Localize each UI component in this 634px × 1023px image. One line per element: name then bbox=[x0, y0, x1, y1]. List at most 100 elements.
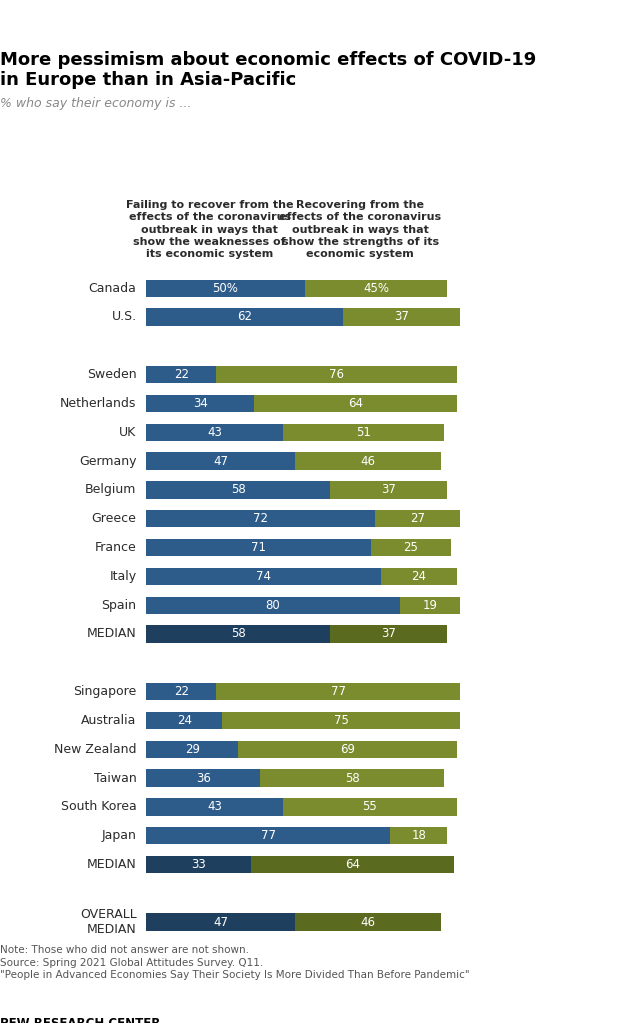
Text: 34: 34 bbox=[193, 397, 208, 410]
Text: % who say their economy is ...: % who say their economy is ... bbox=[0, 96, 191, 109]
Bar bbox=[305, 279, 448, 297]
Text: 77: 77 bbox=[261, 830, 276, 842]
Bar bbox=[295, 914, 441, 931]
Text: 24: 24 bbox=[411, 570, 427, 583]
Text: Taiwan: Taiwan bbox=[94, 771, 136, 785]
Text: 43: 43 bbox=[207, 426, 222, 439]
Bar bbox=[216, 683, 460, 701]
Bar bbox=[330, 481, 448, 498]
Text: 36: 36 bbox=[196, 771, 211, 785]
Bar bbox=[295, 452, 441, 470]
Text: Italy: Italy bbox=[110, 570, 136, 583]
Bar bbox=[146, 856, 251, 874]
Text: Canada: Canada bbox=[89, 281, 136, 295]
Text: Greece: Greece bbox=[92, 513, 136, 525]
Text: More pessimism about economic effects of COVID-19
in Europe than in Asia-Pacific: More pessimism about economic effects of… bbox=[0, 50, 536, 89]
Text: 75: 75 bbox=[334, 714, 349, 727]
Bar bbox=[146, 769, 261, 787]
Bar bbox=[146, 424, 283, 441]
Text: Failing to recover from the
effects of the coronavirus
outbreak in ways that
sho: Failing to recover from the effects of t… bbox=[126, 199, 294, 260]
Bar bbox=[146, 712, 223, 729]
Bar bbox=[146, 914, 295, 931]
Bar bbox=[391, 827, 448, 844]
Text: 29: 29 bbox=[184, 743, 200, 756]
Bar bbox=[400, 596, 460, 614]
Text: 74: 74 bbox=[256, 570, 271, 583]
Bar bbox=[146, 481, 330, 498]
Bar bbox=[254, 395, 457, 412]
Text: 46: 46 bbox=[361, 454, 376, 468]
Text: 37: 37 bbox=[382, 484, 396, 496]
Text: 62: 62 bbox=[237, 311, 252, 323]
Text: Australia: Australia bbox=[81, 714, 136, 727]
Bar bbox=[146, 452, 295, 470]
Text: Germany: Germany bbox=[79, 454, 136, 468]
Text: MEDIAN: MEDIAN bbox=[87, 627, 136, 640]
Bar bbox=[343, 308, 460, 325]
Text: South Korea: South Korea bbox=[61, 800, 136, 813]
Text: Japan: Japan bbox=[101, 830, 136, 842]
Text: 46: 46 bbox=[361, 916, 376, 929]
Text: 58: 58 bbox=[345, 771, 359, 785]
Text: 47: 47 bbox=[213, 916, 228, 929]
Text: UK: UK bbox=[119, 426, 136, 439]
Bar bbox=[146, 366, 216, 384]
Bar bbox=[146, 308, 343, 325]
Text: 33: 33 bbox=[191, 858, 206, 871]
Text: 64: 64 bbox=[345, 858, 360, 871]
Text: 69: 69 bbox=[340, 743, 355, 756]
Text: 64: 64 bbox=[348, 397, 363, 410]
Text: 27: 27 bbox=[410, 513, 425, 525]
Bar bbox=[375, 510, 460, 527]
Bar bbox=[146, 596, 400, 614]
Bar bbox=[283, 798, 457, 815]
Bar bbox=[146, 395, 254, 412]
Text: 72: 72 bbox=[253, 513, 268, 525]
Bar bbox=[146, 510, 375, 527]
Text: 37: 37 bbox=[382, 627, 396, 640]
Text: Spain: Spain bbox=[101, 598, 136, 612]
Text: Sweden: Sweden bbox=[87, 368, 136, 382]
Bar bbox=[146, 827, 391, 844]
Bar bbox=[381, 568, 457, 585]
Bar bbox=[216, 366, 457, 384]
Text: 71: 71 bbox=[251, 541, 266, 554]
Bar bbox=[251, 856, 454, 874]
Text: 22: 22 bbox=[174, 368, 189, 382]
Bar bbox=[146, 741, 238, 758]
Text: 51: 51 bbox=[356, 426, 371, 439]
Text: 58: 58 bbox=[231, 484, 245, 496]
Text: New Zealand: New Zealand bbox=[54, 743, 136, 756]
Text: Belgium: Belgium bbox=[85, 484, 136, 496]
Text: 76: 76 bbox=[329, 368, 344, 382]
Bar bbox=[223, 712, 460, 729]
Text: 18: 18 bbox=[411, 830, 427, 842]
Text: 43: 43 bbox=[207, 800, 222, 813]
Bar bbox=[261, 769, 444, 787]
Text: Recovering from the
effects of the coronavirus
outbreak in ways that
show the st: Recovering from the effects of the coron… bbox=[279, 199, 441, 260]
Text: 24: 24 bbox=[177, 714, 192, 727]
Bar bbox=[146, 539, 372, 557]
Text: 80: 80 bbox=[266, 598, 280, 612]
Bar bbox=[146, 625, 330, 642]
Bar bbox=[146, 568, 381, 585]
Text: 25: 25 bbox=[404, 541, 418, 554]
Text: 37: 37 bbox=[394, 311, 409, 323]
Bar bbox=[372, 539, 451, 557]
Text: Note: Those who did not answer are not shown.
Source: Spring 2021 Global Attitud: Note: Those who did not answer are not s… bbox=[0, 945, 470, 980]
Text: France: France bbox=[95, 541, 136, 554]
Text: 45%: 45% bbox=[363, 281, 389, 295]
Text: MEDIAN: MEDIAN bbox=[87, 858, 136, 871]
Bar bbox=[330, 625, 448, 642]
Text: 50%: 50% bbox=[212, 281, 238, 295]
Bar bbox=[238, 741, 457, 758]
Text: 77: 77 bbox=[330, 685, 346, 698]
Text: OVERALL
MEDIAN: OVERALL MEDIAN bbox=[80, 908, 136, 936]
Text: PEW RESEARCH CENTER: PEW RESEARCH CENTER bbox=[0, 1017, 160, 1023]
Text: 19: 19 bbox=[422, 598, 437, 612]
Text: Singapore: Singapore bbox=[74, 685, 136, 698]
Text: 22: 22 bbox=[174, 685, 189, 698]
Bar bbox=[283, 424, 444, 441]
Text: 55: 55 bbox=[363, 800, 377, 813]
Text: U.S.: U.S. bbox=[112, 311, 136, 323]
